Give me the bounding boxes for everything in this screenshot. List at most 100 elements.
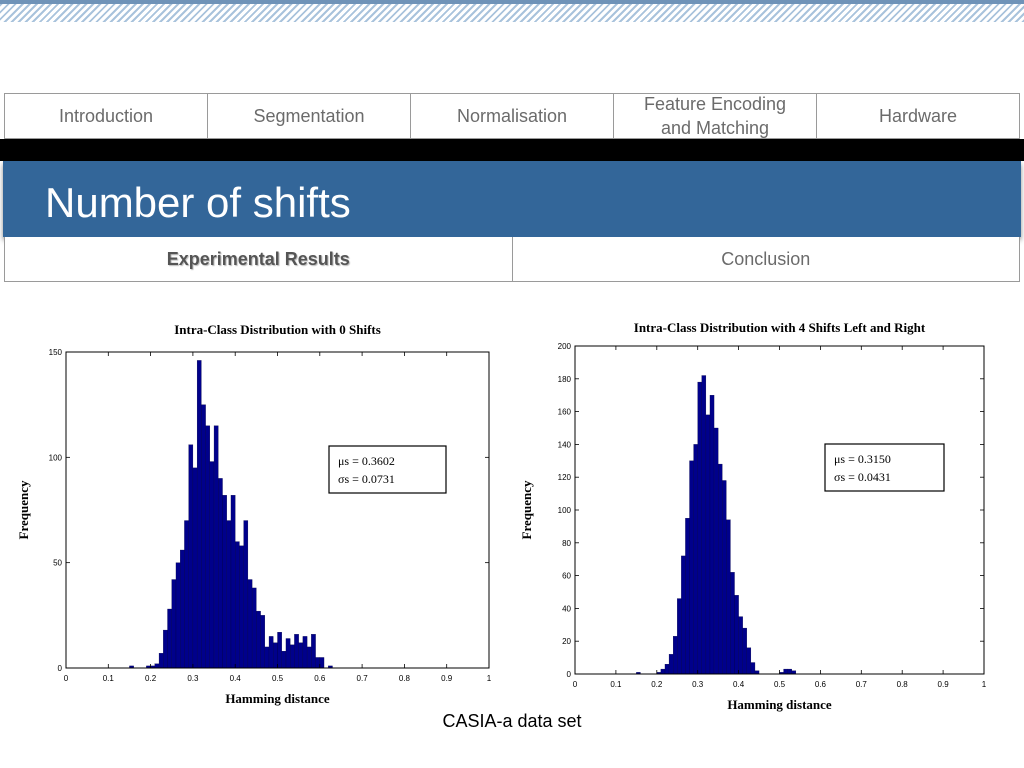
- y-tick-label: 150: [49, 348, 63, 357]
- stats-legend-box: μs = 0.3150 σs = 0.0431: [824, 443, 945, 492]
- histogram-bar: [787, 668, 792, 675]
- x-tick-label: 0.7: [357, 674, 369, 683]
- histogram-bar: [294, 634, 299, 669]
- subnav-item-experimental-results[interactable]: Experimental Results: [5, 237, 513, 281]
- nav-item-segmentation[interactable]: Segmentation: [208, 94, 411, 138]
- histogram-bar: [681, 555, 686, 675]
- x-tick-label: 0.2: [651, 680, 663, 689]
- histogram-bar: [750, 662, 756, 675]
- histogram-bar: [222, 495, 227, 669]
- chart-title: Intra-Class Distribution with 0 Shifts: [174, 322, 381, 337]
- histogram-bar: [717, 463, 723, 675]
- y-tick-label: 0: [58, 664, 63, 673]
- x-tick-label: 0.6: [815, 680, 827, 689]
- y-tick-label: 20: [562, 637, 571, 646]
- histogram-bar: [298, 642, 304, 669]
- histogram-bar: [175, 562, 181, 669]
- histogram-bar: [209, 461, 215, 669]
- plot-frame: [65, 351, 490, 669]
- histogram-bar: [677, 598, 682, 675]
- histogram-bar: [188, 444, 194, 669]
- histogram-bar: [260, 615, 265, 669]
- histogram-bar: [230, 495, 236, 669]
- histogram-bar: [213, 425, 219, 669]
- histogram-bar: [693, 444, 698, 675]
- histogram-bar: [685, 518, 690, 675]
- histogram-bar: [226, 520, 232, 669]
- y-tick-label: 100: [558, 506, 572, 515]
- x-tick-label: 0.4: [733, 680, 745, 689]
- x-tick-label: 1: [487, 674, 492, 683]
- stat-mean: μs = 0.3602: [338, 454, 395, 468]
- x-tick-label: 0.5: [272, 674, 284, 683]
- histogram-bar: [256, 610, 261, 669]
- x-tick-label: 0.3: [692, 680, 704, 689]
- x-tick-label: 0.3: [187, 674, 199, 683]
- stats-box-frame: [824, 443, 945, 492]
- histogram-bar: [239, 545, 244, 669]
- histogram-bar: [730, 572, 735, 675]
- x-tick-label: 0.8: [399, 674, 411, 683]
- histogram-bar: [673, 636, 678, 675]
- histogram-bar: [290, 644, 295, 669]
- histogram-bar: [268, 636, 274, 669]
- figure-caption: CASIA-a data set: [442, 711, 582, 731]
- histogram-bar: [302, 636, 308, 669]
- x-tick-label: 0: [64, 674, 69, 683]
- histogram-bar: [783, 668, 788, 675]
- histogram-bar: [738, 616, 743, 675]
- x-tick-label: 0.1: [103, 674, 115, 683]
- x-tick-label: 0.4: [230, 674, 242, 683]
- histogram-bar: [701, 375, 707, 675]
- histogram-bar: [247, 579, 253, 669]
- histogram-bar: [184, 520, 189, 669]
- y-tick-label: 120: [558, 473, 572, 482]
- stat-std: σs = 0.0431: [834, 470, 891, 484]
- histogram-bar: [726, 519, 731, 675]
- x-tick-label: 1: [982, 680, 987, 689]
- x-tick-label: 0.9: [441, 674, 453, 683]
- sub-navigation: Experimental Results Conclusion: [4, 237, 1020, 282]
- stats-box-frame: [328, 445, 447, 494]
- histogram-4-shifts: Intra-Class Distribution with 4 Shifts L…: [505, 312, 1010, 712]
- histogram-bar: [243, 520, 249, 669]
- histogram-bar: [196, 360, 202, 669]
- y-tick-label: 180: [558, 375, 572, 384]
- histogram-bar: [235, 541, 240, 669]
- histogram-bar: [319, 657, 325, 669]
- subnav-item-conclusion[interactable]: Conclusion: [721, 248, 811, 269]
- histogram-bar: [689, 460, 694, 675]
- histogram-bar: [192, 467, 198, 669]
- histogram-bar: [311, 634, 316, 669]
- y-tick-label: 160: [558, 408, 572, 417]
- histogram-bar: [660, 668, 666, 675]
- nav-item-introduction[interactable]: Introduction: [5, 94, 208, 138]
- x-tick-label: 0.1: [610, 680, 622, 689]
- histogram-bar: [668, 654, 674, 675]
- y-tick-label: 0: [567, 670, 572, 679]
- histogram-bar: [273, 642, 278, 669]
- histogram-bar: [697, 381, 702, 675]
- nav-item-normalisation[interactable]: Normalisation: [411, 94, 614, 138]
- histogram-bar: [167, 608, 172, 669]
- title-bar: Number of shifts: [3, 161, 1021, 237]
- histogram-bar: [163, 629, 168, 669]
- divider-bar: [0, 139, 1024, 161]
- histogram-0-shifts: Intra-Class Distribution with 0 Shifts 0 0…: [0, 312, 500, 712]
- histogram-bar: [746, 647, 752, 675]
- x-axis-label: Hamming distance: [225, 691, 330, 706]
- histogram-bar: [734, 595, 739, 675]
- histogram-bar: [205, 425, 210, 669]
- histogram-4-shifts-svg: Intra-Class Distribution with 4 Shifts L…: [519, 320, 987, 712]
- y-tick-label: 60: [562, 572, 571, 581]
- y-axis-label: Frequency: [16, 480, 31, 539]
- stat-mean: μs = 0.3150: [834, 452, 891, 466]
- nav-item-feature-encoding[interactable]: Feature Encoding and Matching: [614, 94, 817, 138]
- histogram-bar: [218, 478, 223, 669]
- x-tick-label: 0.9: [938, 680, 950, 689]
- nav-item-hardware[interactable]: Hardware: [878, 106, 958, 126]
- y-tick-label: 200: [558, 342, 572, 351]
- histogram-bar: [315, 657, 320, 669]
- x-axis-label: Hamming distance: [727, 697, 832, 712]
